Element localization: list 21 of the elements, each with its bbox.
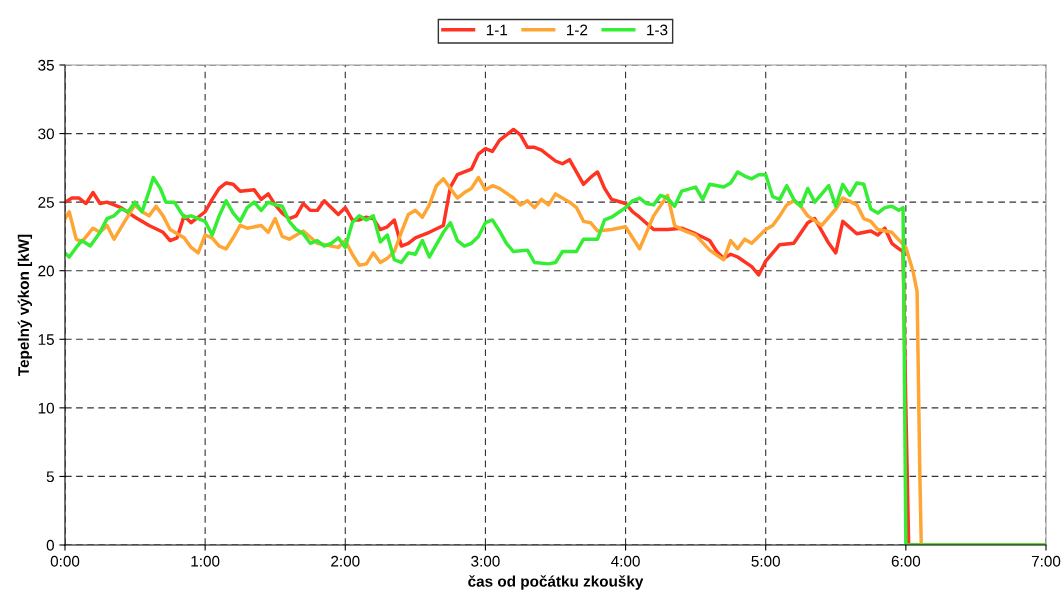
x-tick-label: 1:00	[191, 555, 220, 567]
y-tick-label: 15	[38, 334, 54, 345]
x-tick-label: 6:00	[891, 555, 921, 567]
y-tick-label: 35	[38, 59, 54, 71]
y-tick-label: 5	[46, 471, 54, 483]
y-tick-label: 10	[38, 402, 54, 414]
y-tick-label: 25	[38, 197, 54, 208]
x-tick-label: 7:00	[1031, 555, 1061, 567]
x-tick-label: 0:00	[50, 555, 80, 567]
y-axis-title: Tepelný výkon [kW]	[17, 234, 33, 376]
x-tick-label: 5:00	[751, 555, 780, 567]
x-tick-label: 2:00	[331, 555, 360, 567]
y-tick-label: 20	[38, 265, 54, 277]
x-tick-label: 4:00	[611, 555, 640, 567]
x-tick-label: 3:00	[471, 555, 500, 567]
y-tick-label: 30	[38, 128, 54, 140]
y-tick-label: 0	[46, 539, 54, 551]
legend-label: 1-2	[567, 24, 588, 36]
x-axis-title: čas od počátku zkoušky	[468, 575, 644, 590]
legend-label: 1-3	[647, 24, 668, 36]
legend-label: 1-1	[486, 24, 508, 36]
